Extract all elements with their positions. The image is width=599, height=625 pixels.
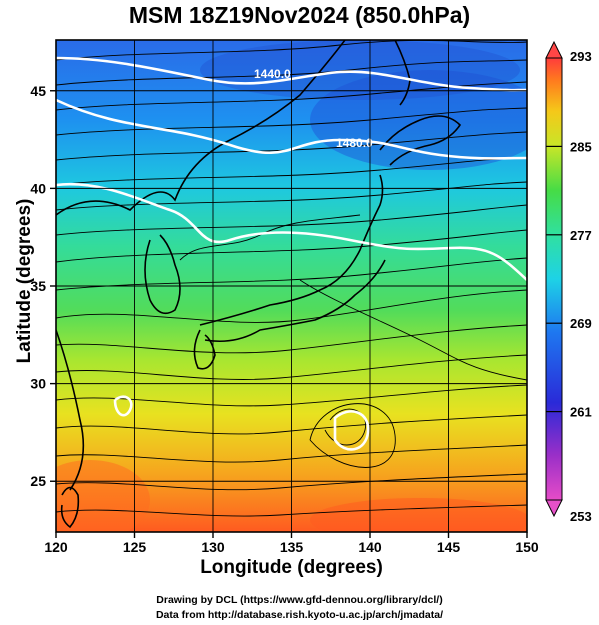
streamline <box>56 473 527 491</box>
streamline <box>56 229 527 263</box>
lat-lon-grid <box>56 40 527 532</box>
warm-patch <box>310 498 527 532</box>
contour-label: 1440.0 <box>254 67 291 81</box>
contour-lower <box>56 182 527 281</box>
colorbar: 293 285 277 269 261 253 <box>545 40 592 524</box>
streamline <box>56 107 527 136</box>
x-tick-label: 150 <box>515 539 539 555</box>
kyushu-coast <box>193 329 216 370</box>
streamline <box>56 444 527 463</box>
streamline <box>56 40 527 61</box>
y-tick-label: 30 <box>30 376 46 392</box>
streamline <box>309 403 396 468</box>
streamline <box>56 204 527 236</box>
streamline <box>56 289 527 323</box>
y-tick-label: 25 <box>30 473 46 489</box>
wind-streamlines <box>56 40 527 517</box>
streamline <box>56 354 527 380</box>
x-tick-label: 120 <box>44 539 68 555</box>
height-contours <box>56 56 527 451</box>
contour-labels: 1440.0 1480.0 <box>254 67 373 150</box>
colorbar-tick-label: 293 <box>570 49 592 64</box>
y-tick-label: 45 <box>30 83 46 99</box>
x-tick-label: 140 <box>358 539 382 555</box>
colorbar-bottom-arrow <box>545 499 563 518</box>
colorbar-tick-label: 277 <box>570 228 592 243</box>
y-axis-label: Latitude (degrees) <box>14 198 35 364</box>
streamline <box>56 131 527 161</box>
warm-patch <box>56 460 150 532</box>
streamline <box>299 279 527 381</box>
streamline <box>56 181 527 211</box>
colorbar-tick-label: 261 <box>570 405 592 420</box>
y-axis-ticks: 25 30 35 40 45 <box>30 83 56 489</box>
x-tick-label: 125 <box>123 539 147 555</box>
x-tick-label: 135 <box>280 539 304 555</box>
streamline <box>56 384 527 407</box>
contour-small <box>113 395 133 417</box>
streamline <box>56 504 527 517</box>
streamline <box>179 214 361 261</box>
streamline <box>56 414 527 435</box>
data-credit: Data from http://database.rish.kyoto-u.a… <box>155 609 444 621</box>
contour-label: 1480.0 <box>336 136 373 150</box>
taiwan-coast <box>60 486 80 529</box>
y-tick-label: 40 <box>30 180 46 196</box>
honshu-coast <box>199 174 384 326</box>
colorbar-fill <box>545 57 563 501</box>
x-axis-ticks: 120 125 130 135 140 145 150 <box>44 532 539 555</box>
contour-closed-low <box>333 410 370 451</box>
contour-1440 <box>56 56 527 92</box>
drawing-credit: Drawing by DCL (https://www.gfd-dennou.o… <box>156 594 443 606</box>
china-coast <box>56 329 85 491</box>
x-axis-label: Longitude (degrees) <box>200 557 383 578</box>
colorbar-ticks: 293 285 277 269 261 253 <box>546 49 592 524</box>
streamline <box>56 324 527 354</box>
colorbar-tick-label: 253 <box>570 509 592 524</box>
colorbar-top-arrow <box>545 40 563 59</box>
hokkaido-coast <box>379 115 462 166</box>
streamline <box>56 157 527 186</box>
streamline <box>56 81 527 111</box>
map-title: MSM 18Z19Nov2024 (850.0hPa) <box>128 2 471 28</box>
colorbar-tick-label: 269 <box>570 316 592 331</box>
contour-1480 <box>56 98 527 160</box>
x-tick-label: 145 <box>437 539 461 555</box>
colorbar-tick-label: 285 <box>570 139 592 154</box>
y-tick-label: 35 <box>30 278 46 294</box>
x-tick-label: 130 <box>201 539 225 555</box>
